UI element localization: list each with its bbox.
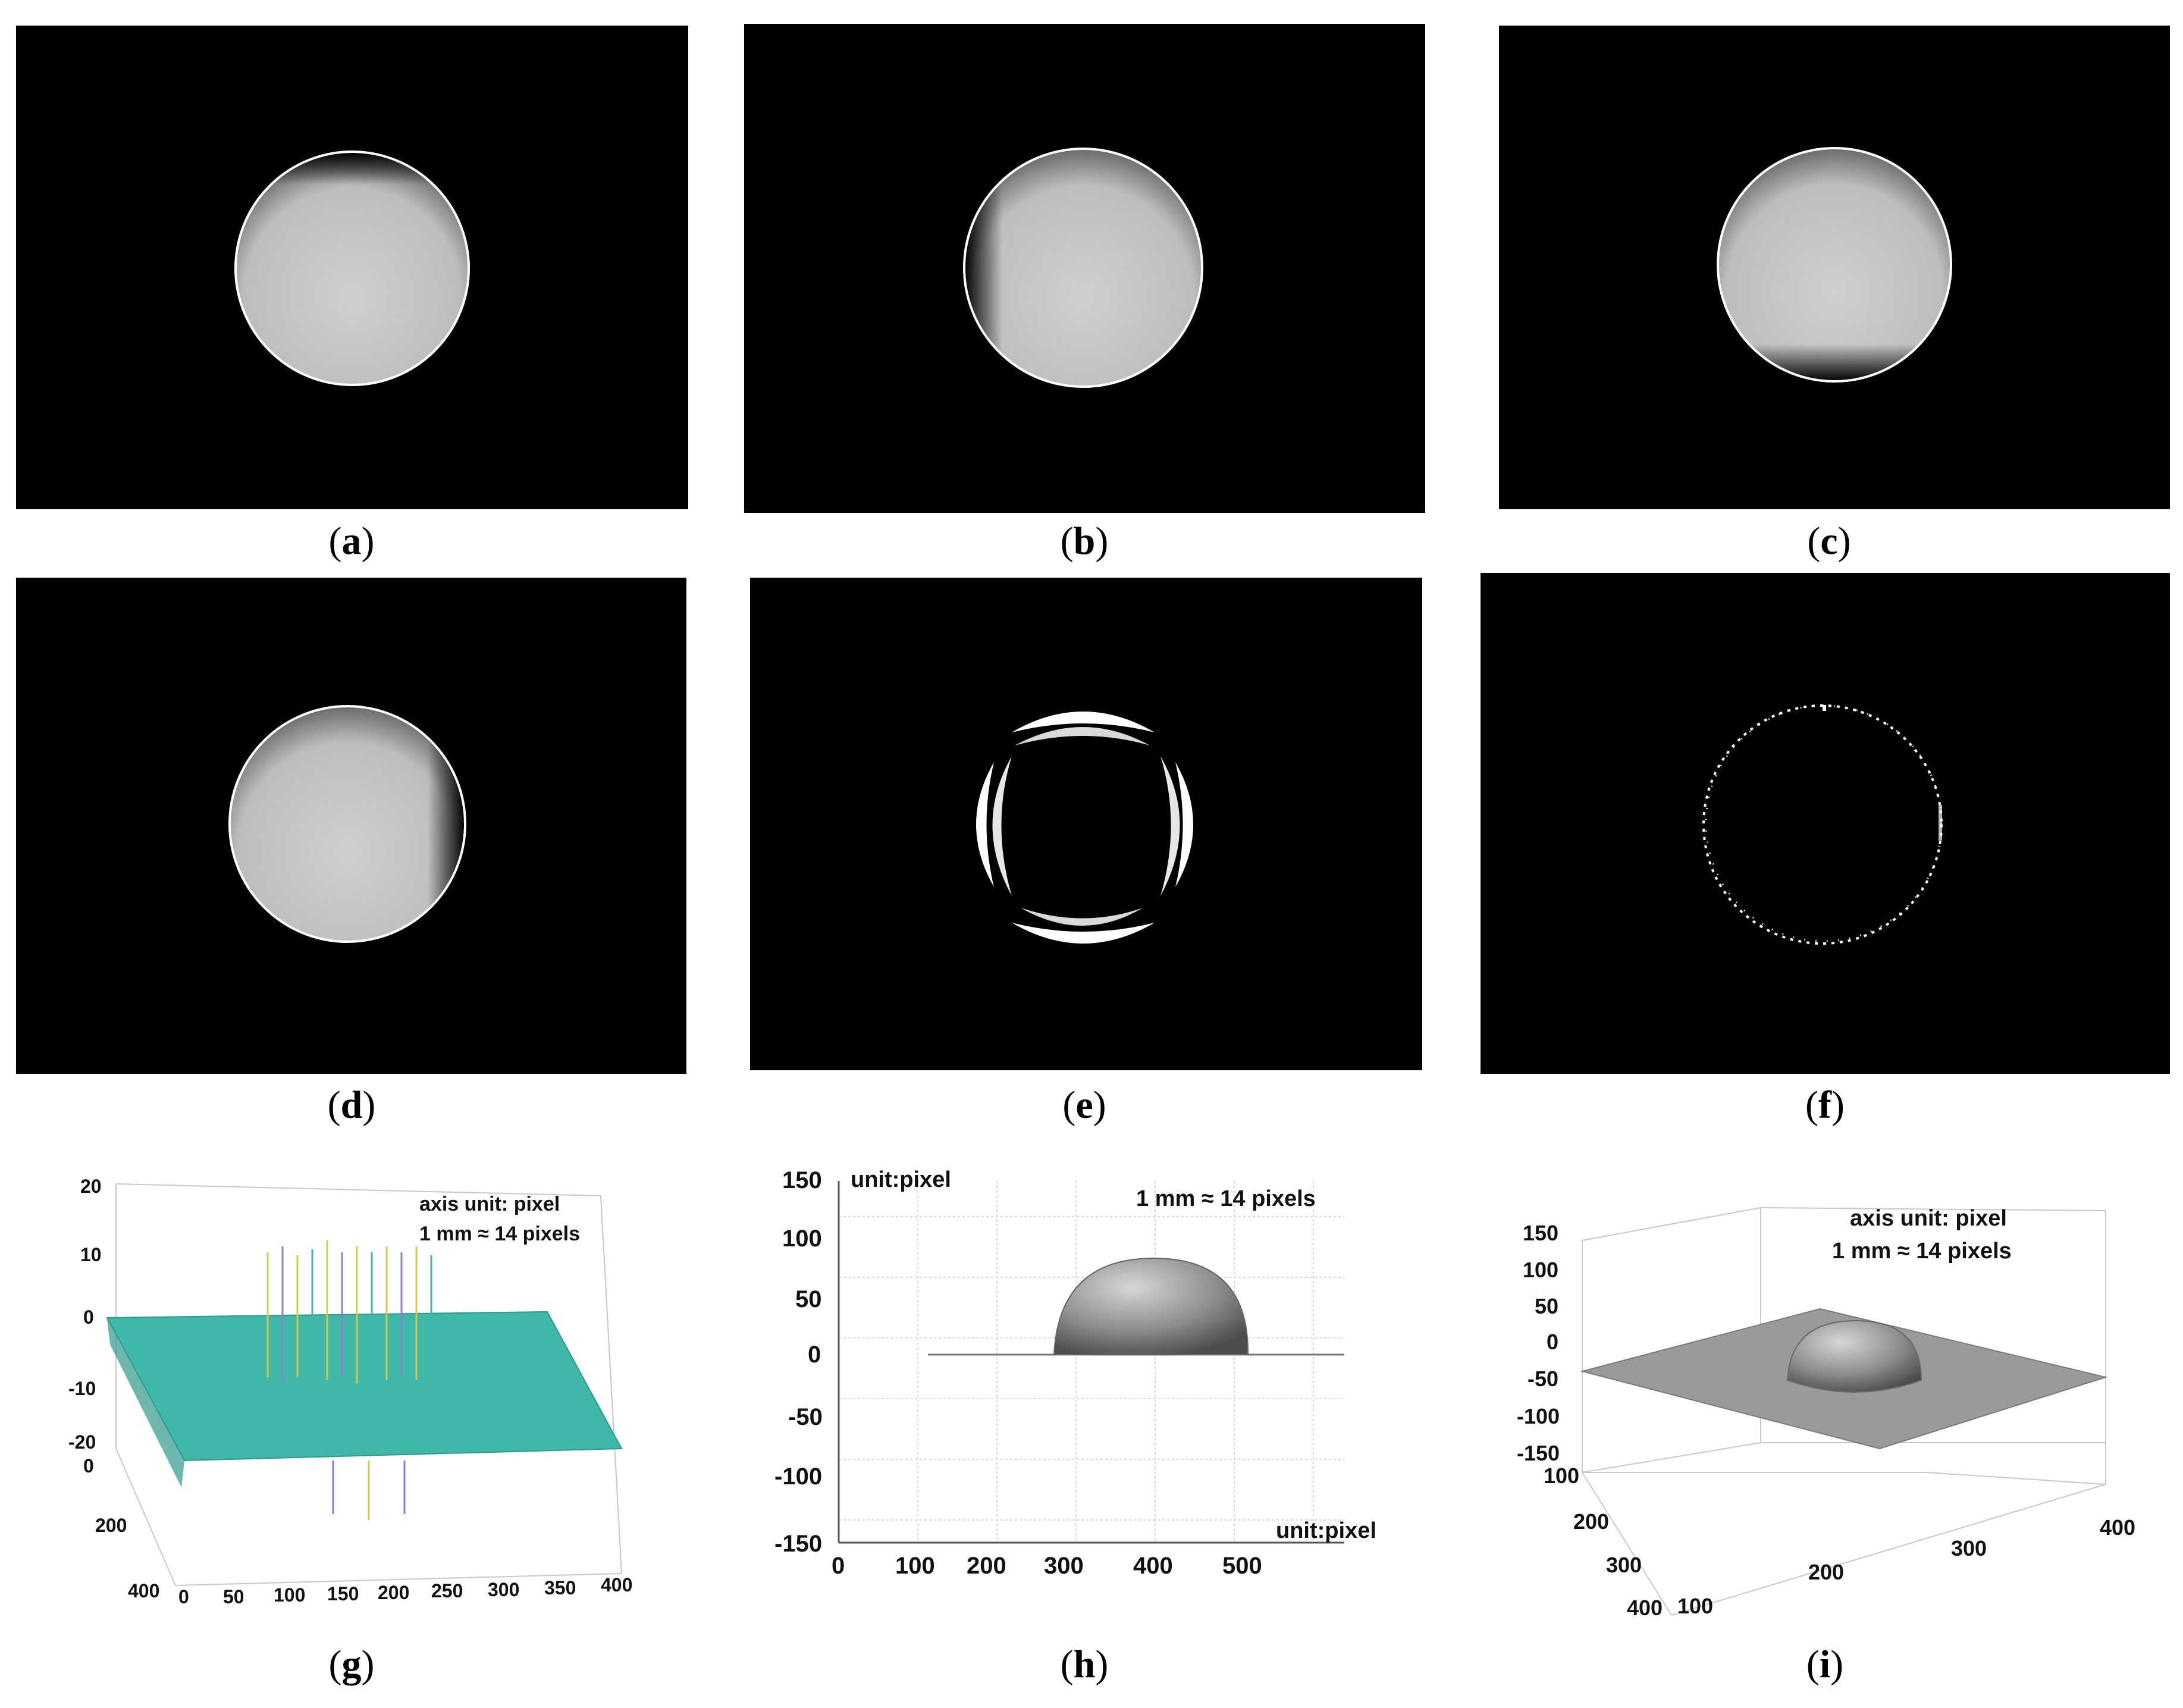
h-y-tick-m100: -100	[774, 1463, 822, 1490]
i-xl-tick-200: 200	[1573, 1509, 1609, 1534]
caption-b: (b)	[1060, 519, 1109, 563]
i-xl-tick-100: 100	[1544, 1463, 1579, 1488]
g-x-tick-100: 100	[274, 1584, 305, 1606]
g-z-tick-10: 10	[80, 1244, 102, 1265]
h-y-tick-0: 0	[808, 1342, 821, 1368]
g-annotation-unit: axis unit: pixel	[419, 1193, 560, 1215]
h-annotation-scale: 1 mm ≈ 14 pixels	[1136, 1186, 1316, 1211]
h-y-tick-m50: -50	[788, 1404, 823, 1430]
caption-d: (d)	[327, 1083, 376, 1127]
panel-e-image	[750, 578, 1422, 1070]
h-y-tick-150: 150	[782, 1167, 822, 1193]
panel-a-image	[16, 26, 688, 509]
g-x-tick-0: 0	[178, 1586, 189, 1607]
i-annotation-scale: 1 mm ≈ 14 pixels	[1832, 1239, 2012, 1264]
h-y-tick-50: 50	[795, 1286, 822, 1312]
plot-h: 150 100 50 0 -50 -100 -150 0 100 200 300…	[761, 1145, 1416, 1597]
caption-h: (h)	[1060, 1643, 1109, 1686]
i-z-tick-m50: -50	[1528, 1367, 1558, 1391]
g-x-tick-150: 150	[327, 1583, 359, 1604]
caption-i: (i)	[1806, 1643, 1844, 1686]
g-y-tick-200: 200	[95, 1515, 127, 1536]
g-x-tick-50: 50	[223, 1586, 244, 1607]
h-x-tick-500: 500	[1222, 1553, 1262, 1579]
h-x-tick-0: 0	[832, 1553, 845, 1579]
caption-a: (a)	[328, 519, 375, 563]
panel-d-image	[16, 578, 686, 1074]
i-z-tick-100: 100	[1523, 1258, 1558, 1282]
g-z-tick-m10: -10	[68, 1378, 96, 1399]
g-z-tick-0: 0	[83, 1306, 94, 1328]
i-xr-tick-100: 100	[1677, 1594, 1713, 1618]
i-xr-tick-300: 300	[1951, 1536, 1987, 1560]
h-x-tick-400: 400	[1133, 1553, 1173, 1579]
i-z-tick-50: 50	[1535, 1294, 1558, 1318]
i-xr-tick-400: 400	[2100, 1515, 2135, 1540]
g-y-tick-0: 0	[83, 1455, 94, 1477]
g-x-tick-250: 250	[431, 1580, 463, 1602]
h-x-tick-100: 100	[895, 1553, 935, 1579]
caption-c: (c)	[1807, 519, 1851, 563]
i-z-tick-150: 150	[1523, 1221, 1558, 1245]
plot-i: 150 100 50 0 -50 -100 -150 100 200 300 4…	[1511, 1199, 2171, 1627]
caption-e: (e)	[1062, 1083, 1106, 1127]
h-y-tick-m150: -150	[774, 1531, 822, 1557]
i-xl-tick-300: 300	[1606, 1553, 1642, 1577]
i-z-tick-0: 0	[1547, 1330, 1558, 1354]
g-annotation-scale: 1 mm ≈ 14 pixels	[419, 1223, 580, 1245]
i-xr-tick-200: 200	[1808, 1560, 1844, 1584]
g-z-tick-20: 20	[80, 1176, 102, 1197]
h-unit-top: unit:pixel	[851, 1167, 951, 1192]
panel-c-image	[1499, 26, 2170, 509]
g-x-tick-300: 300	[488, 1579, 519, 1600]
panel-b-image	[744, 24, 1425, 513]
h-x-tick-200: 200	[967, 1553, 1006, 1579]
caption-g: (g)	[328, 1643, 375, 1686]
i-z-tick-m100: -100	[1517, 1404, 1560, 1428]
panel-f-image	[1481, 573, 2170, 1074]
h-unit-bottom: unit:pixel	[1276, 1518, 1376, 1543]
i-annotation-unit: axis unit: pixel	[1850, 1206, 2007, 1231]
g-y-tick-400: 400	[128, 1580, 159, 1602]
g-z-tick-m20: -20	[68, 1431, 96, 1453]
g-x-tick-200: 200	[378, 1582, 409, 1603]
caption-f: (f)	[1805, 1083, 1845, 1127]
g-x-tick-350: 350	[544, 1577, 576, 1599]
h-y-tick-100: 100	[782, 1226, 822, 1252]
i-z-tick-m150: -150	[1517, 1441, 1560, 1465]
g-x-tick-400: 400	[601, 1574, 632, 1596]
i-xl-tick-400: 400	[1627, 1596, 1663, 1620]
plot-g: 20 10 0 -10 -20 0 200 400 0 50 100 150 2…	[59, 1163, 654, 1621]
h-x-tick-300: 300	[1044, 1553, 1084, 1579]
